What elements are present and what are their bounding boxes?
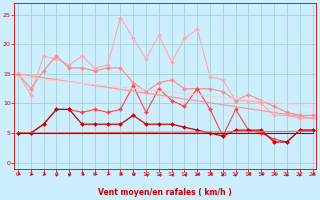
X-axis label: Vent moyen/en rafales ( km/h ): Vent moyen/en rafales ( km/h ) [98,188,232,197]
